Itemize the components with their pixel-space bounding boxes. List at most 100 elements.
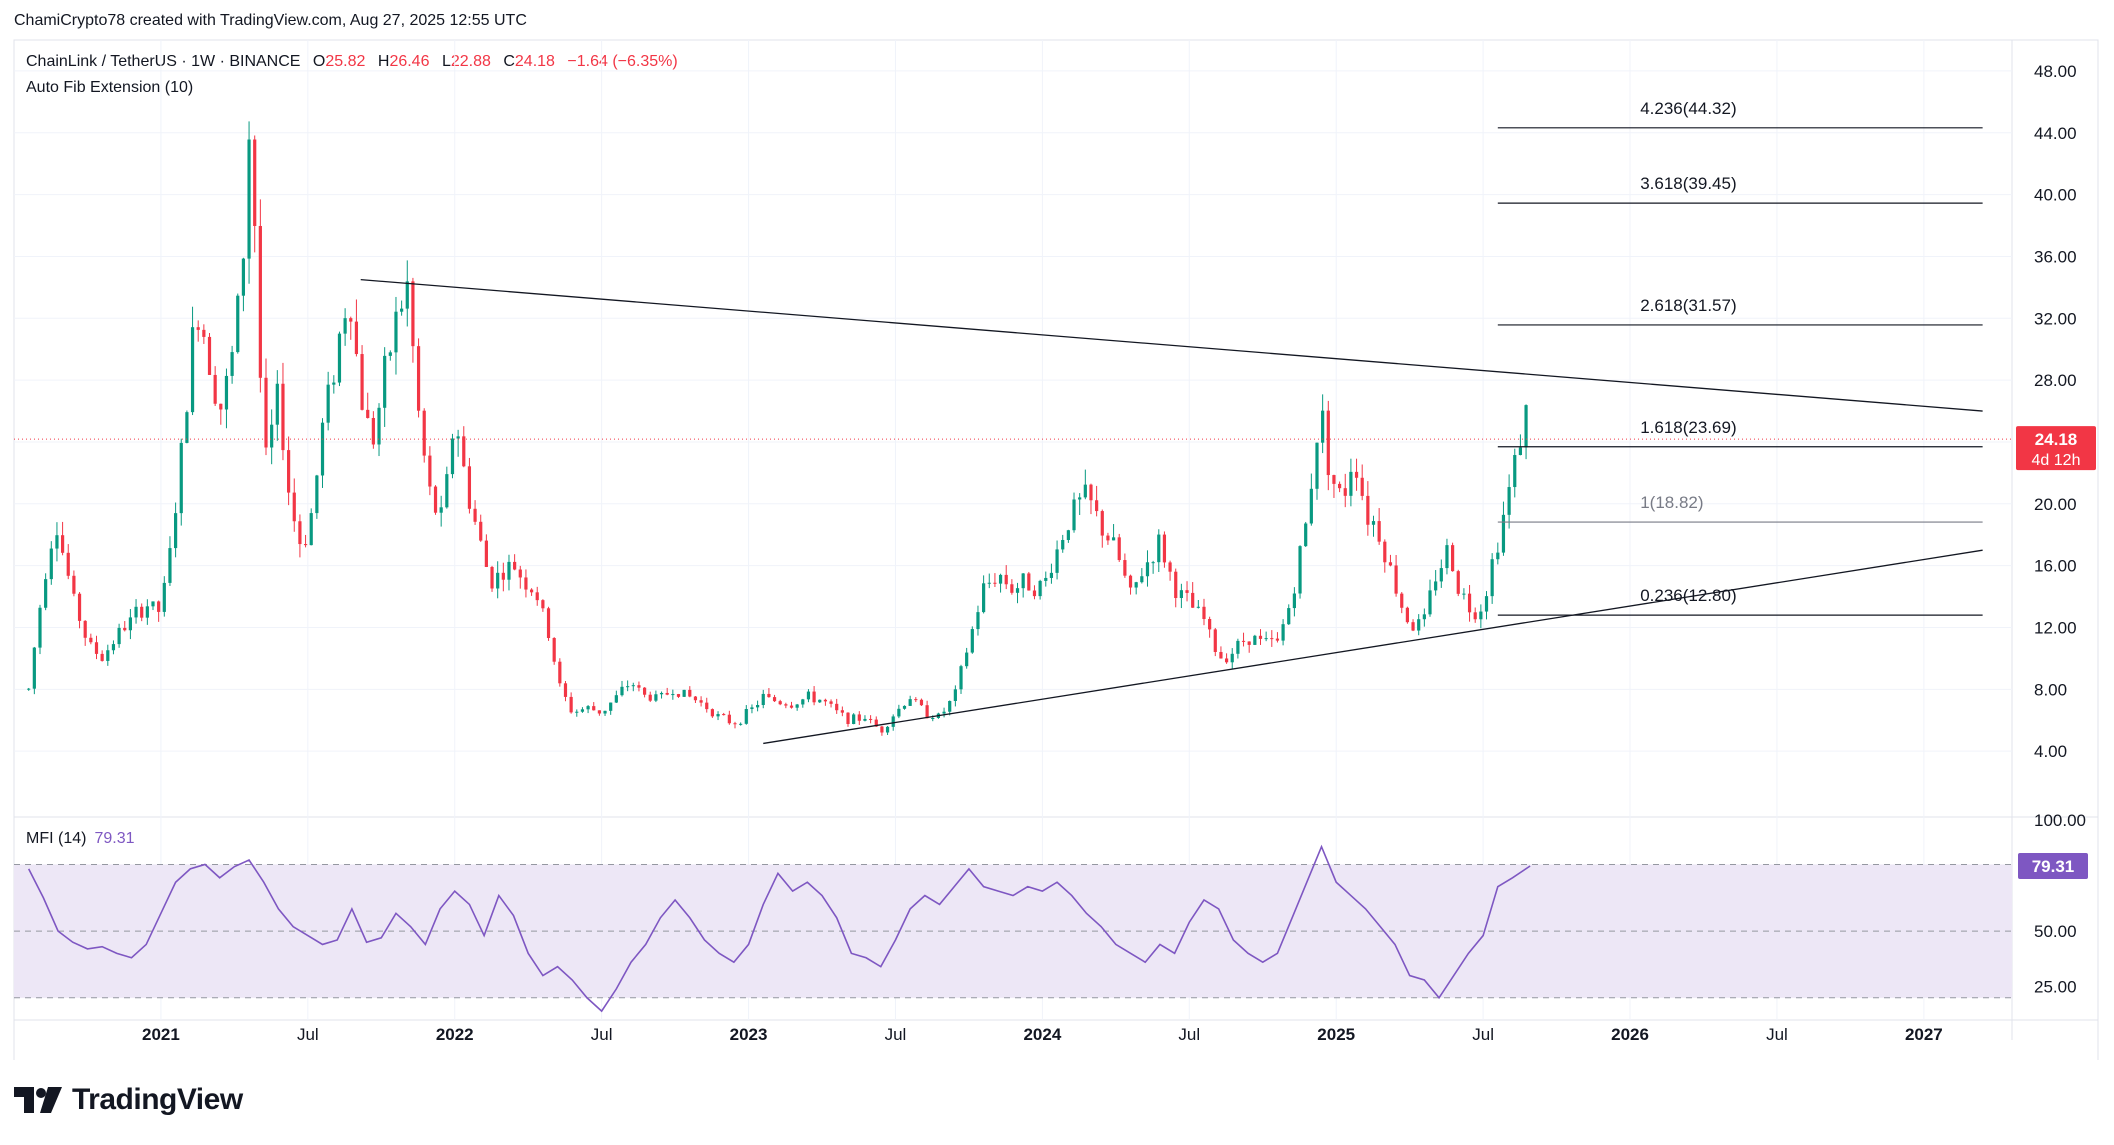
candle-body <box>275 383 279 425</box>
candle-body <box>1264 638 1268 640</box>
tradingview-logo[interactable]: TradingView <box>14 1083 243 1117</box>
candle-body <box>846 712 850 725</box>
candle-body <box>676 694 681 697</box>
candle-body <box>213 374 217 404</box>
fib-level-label: 1(18.82) <box>1640 493 1703 512</box>
y-tick-label: 44.00 <box>2034 124 2077 143</box>
candle-body <box>772 697 777 702</box>
candle-body <box>326 384 330 423</box>
candle-body <box>659 692 664 695</box>
candle-body <box>1326 410 1330 476</box>
candle-body <box>1213 629 1217 652</box>
candle-body <box>467 466 472 509</box>
candle-body <box>1366 495 1370 525</box>
candle-body <box>1151 562 1155 564</box>
candle-body <box>1117 537 1121 561</box>
high-value: 26.46 <box>389 53 430 70</box>
candle-body <box>1202 606 1206 619</box>
candle-body <box>1247 641 1251 645</box>
candle-body <box>264 377 268 448</box>
candle-body <box>1224 658 1229 663</box>
candle-body <box>1236 640 1240 654</box>
candle-body <box>1179 590 1183 599</box>
candle-body <box>789 705 794 708</box>
candle-body <box>586 706 590 710</box>
candle-body <box>388 352 392 356</box>
candle-body <box>241 258 246 296</box>
candle-body <box>1174 571 1178 599</box>
high-label: H <box>377 53 390 70</box>
candle-body <box>371 417 375 445</box>
candle-body <box>106 650 110 661</box>
candle-body <box>168 548 172 583</box>
candle-body <box>462 436 466 467</box>
y-tick-label: 40.00 <box>2034 186 2077 205</box>
indicator-legend[interactable]: Auto Fib Extension (10) <box>26 79 194 96</box>
candle-body <box>705 702 709 710</box>
candle-body <box>750 707 754 710</box>
candle-body <box>1411 622 1415 631</box>
x-tick-label: Jul <box>1178 1025 1200 1044</box>
candle-body <box>1015 588 1020 593</box>
candle-body <box>303 544 308 546</box>
candle-body <box>1292 593 1296 609</box>
candle-body <box>524 577 528 590</box>
candle-body <box>1298 546 1302 594</box>
candle-body <box>1315 442 1319 489</box>
symbol-name: ChainLink / TetherUS · 1W · BINANCE <box>26 53 301 70</box>
candle-body <box>111 644 116 651</box>
candle-body <box>1258 635 1263 639</box>
candle-body <box>1208 618 1212 630</box>
candle-body <box>620 686 624 696</box>
candle-body <box>739 723 743 725</box>
x-tick-label: Jul <box>297 1025 319 1044</box>
candle-body <box>1484 596 1489 612</box>
candle-body <box>953 689 957 702</box>
candle-body <box>1089 484 1093 501</box>
trendline <box>763 549 1983 745</box>
candle-body <box>535 592 539 601</box>
price-chart[interactable]: 2021 Jul 2022 Jul 2023 Jul 2024 Jul 2025 Jul 2026 J… <box>0 0 2114 1060</box>
chart-credit: ChamiCrypto78 created with TradingView.c… <box>14 12 527 29</box>
candle-body <box>1445 545 1449 569</box>
candle-body <box>439 507 443 513</box>
candle-body <box>162 582 166 612</box>
low-value: 22.88 <box>450 53 491 70</box>
candle-body <box>247 139 251 259</box>
candle-body <box>207 336 212 375</box>
candle-body <box>1038 580 1042 597</box>
candle-body <box>1428 590 1432 615</box>
x-tick-label: 2024 <box>1023 1025 1061 1044</box>
mfi-tick-label: 50.00 <box>2034 922 2077 941</box>
x-tick-label: 2022 <box>436 1025 474 1044</box>
candle-body <box>89 637 93 643</box>
candle-body <box>44 579 48 608</box>
candle-body <box>66 552 70 576</box>
candle-body <box>219 403 223 410</box>
candle-body <box>919 699 924 706</box>
candle-body <box>580 709 585 712</box>
candle-body <box>77 593 82 621</box>
candle-body <box>456 436 460 439</box>
candle-body <box>343 318 347 334</box>
candle-body <box>513 561 517 570</box>
candle-body <box>1479 611 1483 620</box>
candle-body <box>722 714 726 716</box>
mfi-legend[interactable]: MFI (14) 79.31 <box>26 830 135 848</box>
y-tick-label: 48.00 <box>2034 62 2077 81</box>
candle-body <box>1196 606 1200 608</box>
candle-body <box>908 699 912 706</box>
candle-body <box>1501 514 1506 553</box>
chart-frame <box>13 39 2099 1060</box>
candle-body <box>38 607 42 648</box>
candle-body <box>507 561 511 580</box>
candle-body <box>597 710 601 714</box>
mfi-label: MFI (14) <box>26 830 87 847</box>
candle-body <box>55 535 59 549</box>
candle-body <box>1072 499 1076 531</box>
candle-body <box>1100 511 1104 536</box>
candle-body <box>1275 638 1280 641</box>
candle-body <box>315 475 319 514</box>
candle-body <box>230 352 234 376</box>
candle-body <box>473 508 477 522</box>
